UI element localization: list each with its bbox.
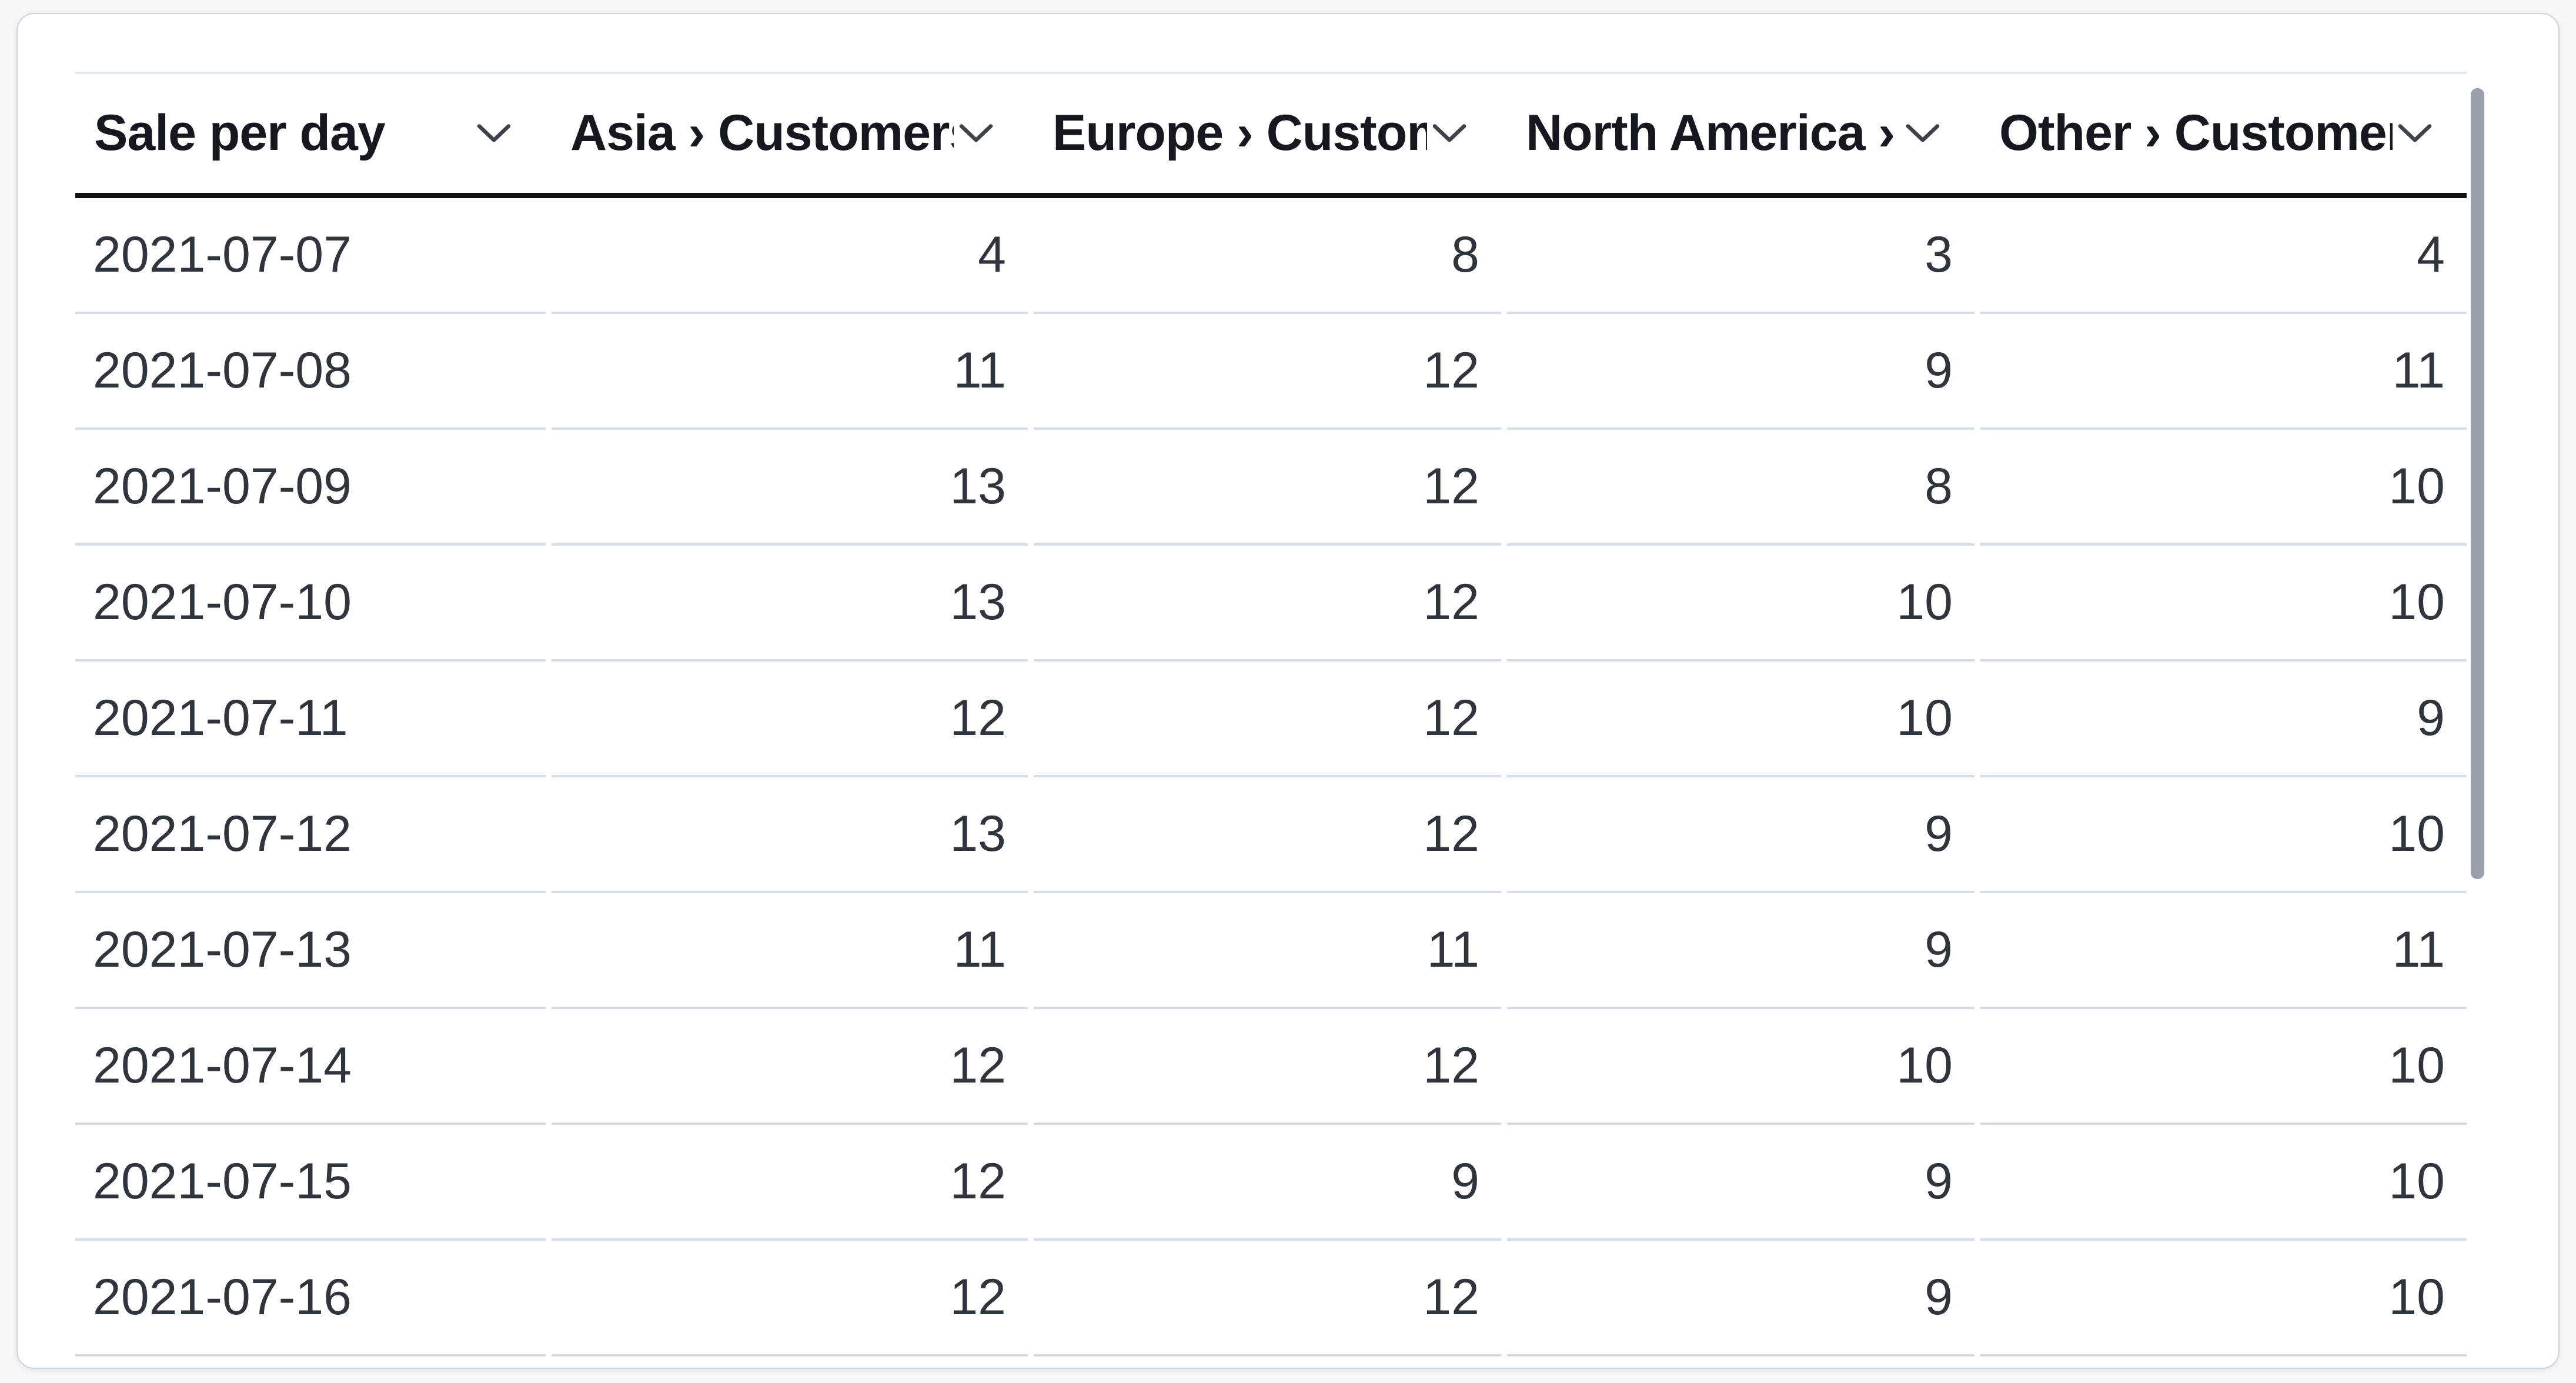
column-header-date[interactable]: Sale per day (75, 74, 546, 193)
date-cell: 2021-07-14 (75, 1009, 546, 1125)
date-cell: 2021-07-09 (75, 430, 546, 546)
value-cell: 9 (1507, 1125, 1974, 1241)
chevron-down-icon[interactable] (1905, 122, 1940, 145)
value-cell: 12 (1034, 430, 1501, 546)
date-cell: 2021-07-10 (75, 546, 546, 662)
table-row: 2021-07-09 13 12 8 10 (75, 430, 2467, 546)
chevron-down-icon[interactable] (1432, 122, 1467, 145)
value-cell: 10 (1980, 1125, 2467, 1241)
table-header-row: Sale per day Asia › Customers Europe › C… (75, 74, 2467, 198)
value-cell: 12 (1034, 546, 1501, 662)
date-cell: 2021-07-07 (75, 198, 546, 314)
date-cell: 2021-07-13 (75, 893, 546, 1009)
column-header-label: Asia › Customers (570, 105, 954, 161)
value-cell: 12 (552, 1125, 1028, 1241)
table-row: 2021-07-10 13 12 10 10 (75, 546, 2467, 662)
value-cell: 12 (1034, 314, 1501, 430)
value-cell: 9 (1507, 1241, 1974, 1357)
table-row: 2021-07-16 12 12 9 10 (75, 1241, 2467, 1357)
table-row: 2021-07-13 11 11 9 11 (75, 893, 2467, 1009)
value-cell: 4 (1980, 198, 2467, 314)
data-table-scroll-area[interactable]: Sale per day Asia › Customers Europe › C… (75, 72, 2467, 1358)
value-cell: 12 (1034, 777, 1501, 893)
column-header-europe[interactable]: Europe › Customers (1034, 74, 1501, 193)
value-cell: 11 (1034, 893, 1501, 1009)
value-cell: 8 (1507, 430, 1974, 546)
table-row: 2021-07-14 12 12 10 10 (75, 1009, 2467, 1125)
value-cell: 12 (1034, 1241, 1501, 1357)
column-header-label: Other › Customers (1999, 105, 2393, 161)
value-cell: 12 (552, 1009, 1028, 1125)
value-cell: 10 (1507, 662, 1974, 777)
value-cell: 12 (1034, 662, 1501, 777)
column-header-label: Sale per day (94, 105, 386, 161)
value-cell: 9 (1034, 1125, 1501, 1241)
table-row: 2021-07-11 12 12 10 9 (75, 662, 2467, 777)
table-body: 2021-07-07 4 8 3 4 2021-07-08 11 12 9 11 2021-07-0… (75, 198, 2467, 1357)
date-cell: 2021-07-08 (75, 314, 546, 430)
column-header-other[interactable]: Other › Customers (1980, 74, 2467, 193)
table-row: 2021-07-07 4 8 3 4 (75, 198, 2467, 314)
chevron-down-icon[interactable] (958, 122, 994, 145)
value-cell: 9 (1507, 314, 1974, 430)
column-header-label: North America › Customers (1526, 105, 1900, 161)
vertical-scrollbar-thumb[interactable] (2471, 88, 2484, 879)
value-cell: 8 (1034, 198, 1501, 314)
table-row: 2021-07-15 12 9 9 10 (75, 1125, 2467, 1241)
value-cell: 9 (1507, 893, 1974, 1009)
value-cell: 12 (1034, 1009, 1501, 1125)
value-cell: 11 (1980, 314, 2467, 430)
column-header-north_america[interactable]: North America › Customers (1507, 74, 1974, 193)
value-cell: 4 (552, 198, 1028, 314)
value-cell: 11 (552, 893, 1028, 1009)
value-cell: 9 (1980, 662, 2467, 777)
value-cell: 10 (1980, 777, 2467, 893)
column-header-asia[interactable]: Asia › Customers (552, 74, 1028, 193)
value-cell: 3 (1507, 198, 1974, 314)
column-header-label: Europe › Customers (1053, 105, 1427, 161)
date-cell: 2021-07-16 (75, 1241, 546, 1357)
value-cell: 11 (1980, 893, 2467, 1009)
value-cell: 10 (1507, 546, 1974, 662)
value-cell: 11 (552, 314, 1028, 430)
value-cell: 13 (552, 546, 1028, 662)
value-cell: 10 (1980, 546, 2467, 662)
table-panel: Sale per day Asia › Customers Europe › C… (16, 13, 2560, 1369)
date-cell: 2021-07-12 (75, 777, 546, 893)
value-cell: 12 (552, 662, 1028, 777)
table-row: 2021-07-08 11 12 9 11 (75, 314, 2467, 430)
date-cell: 2021-07-11 (75, 662, 546, 777)
chevron-down-icon[interactable] (476, 122, 512, 145)
value-cell: 10 (1980, 430, 2467, 546)
chevron-down-icon[interactable] (2397, 122, 2433, 145)
value-cell: 10 (1980, 1241, 2467, 1357)
value-cell: 10 (1980, 1009, 2467, 1125)
value-cell: 13 (552, 777, 1028, 893)
value-cell: 9 (1507, 777, 1974, 893)
value-cell: 13 (552, 430, 1028, 546)
table-row: 2021-07-12 13 12 9 10 (75, 777, 2467, 893)
value-cell: 10 (1507, 1009, 1974, 1125)
date-cell: 2021-07-15 (75, 1125, 546, 1241)
value-cell: 12 (552, 1241, 1028, 1357)
